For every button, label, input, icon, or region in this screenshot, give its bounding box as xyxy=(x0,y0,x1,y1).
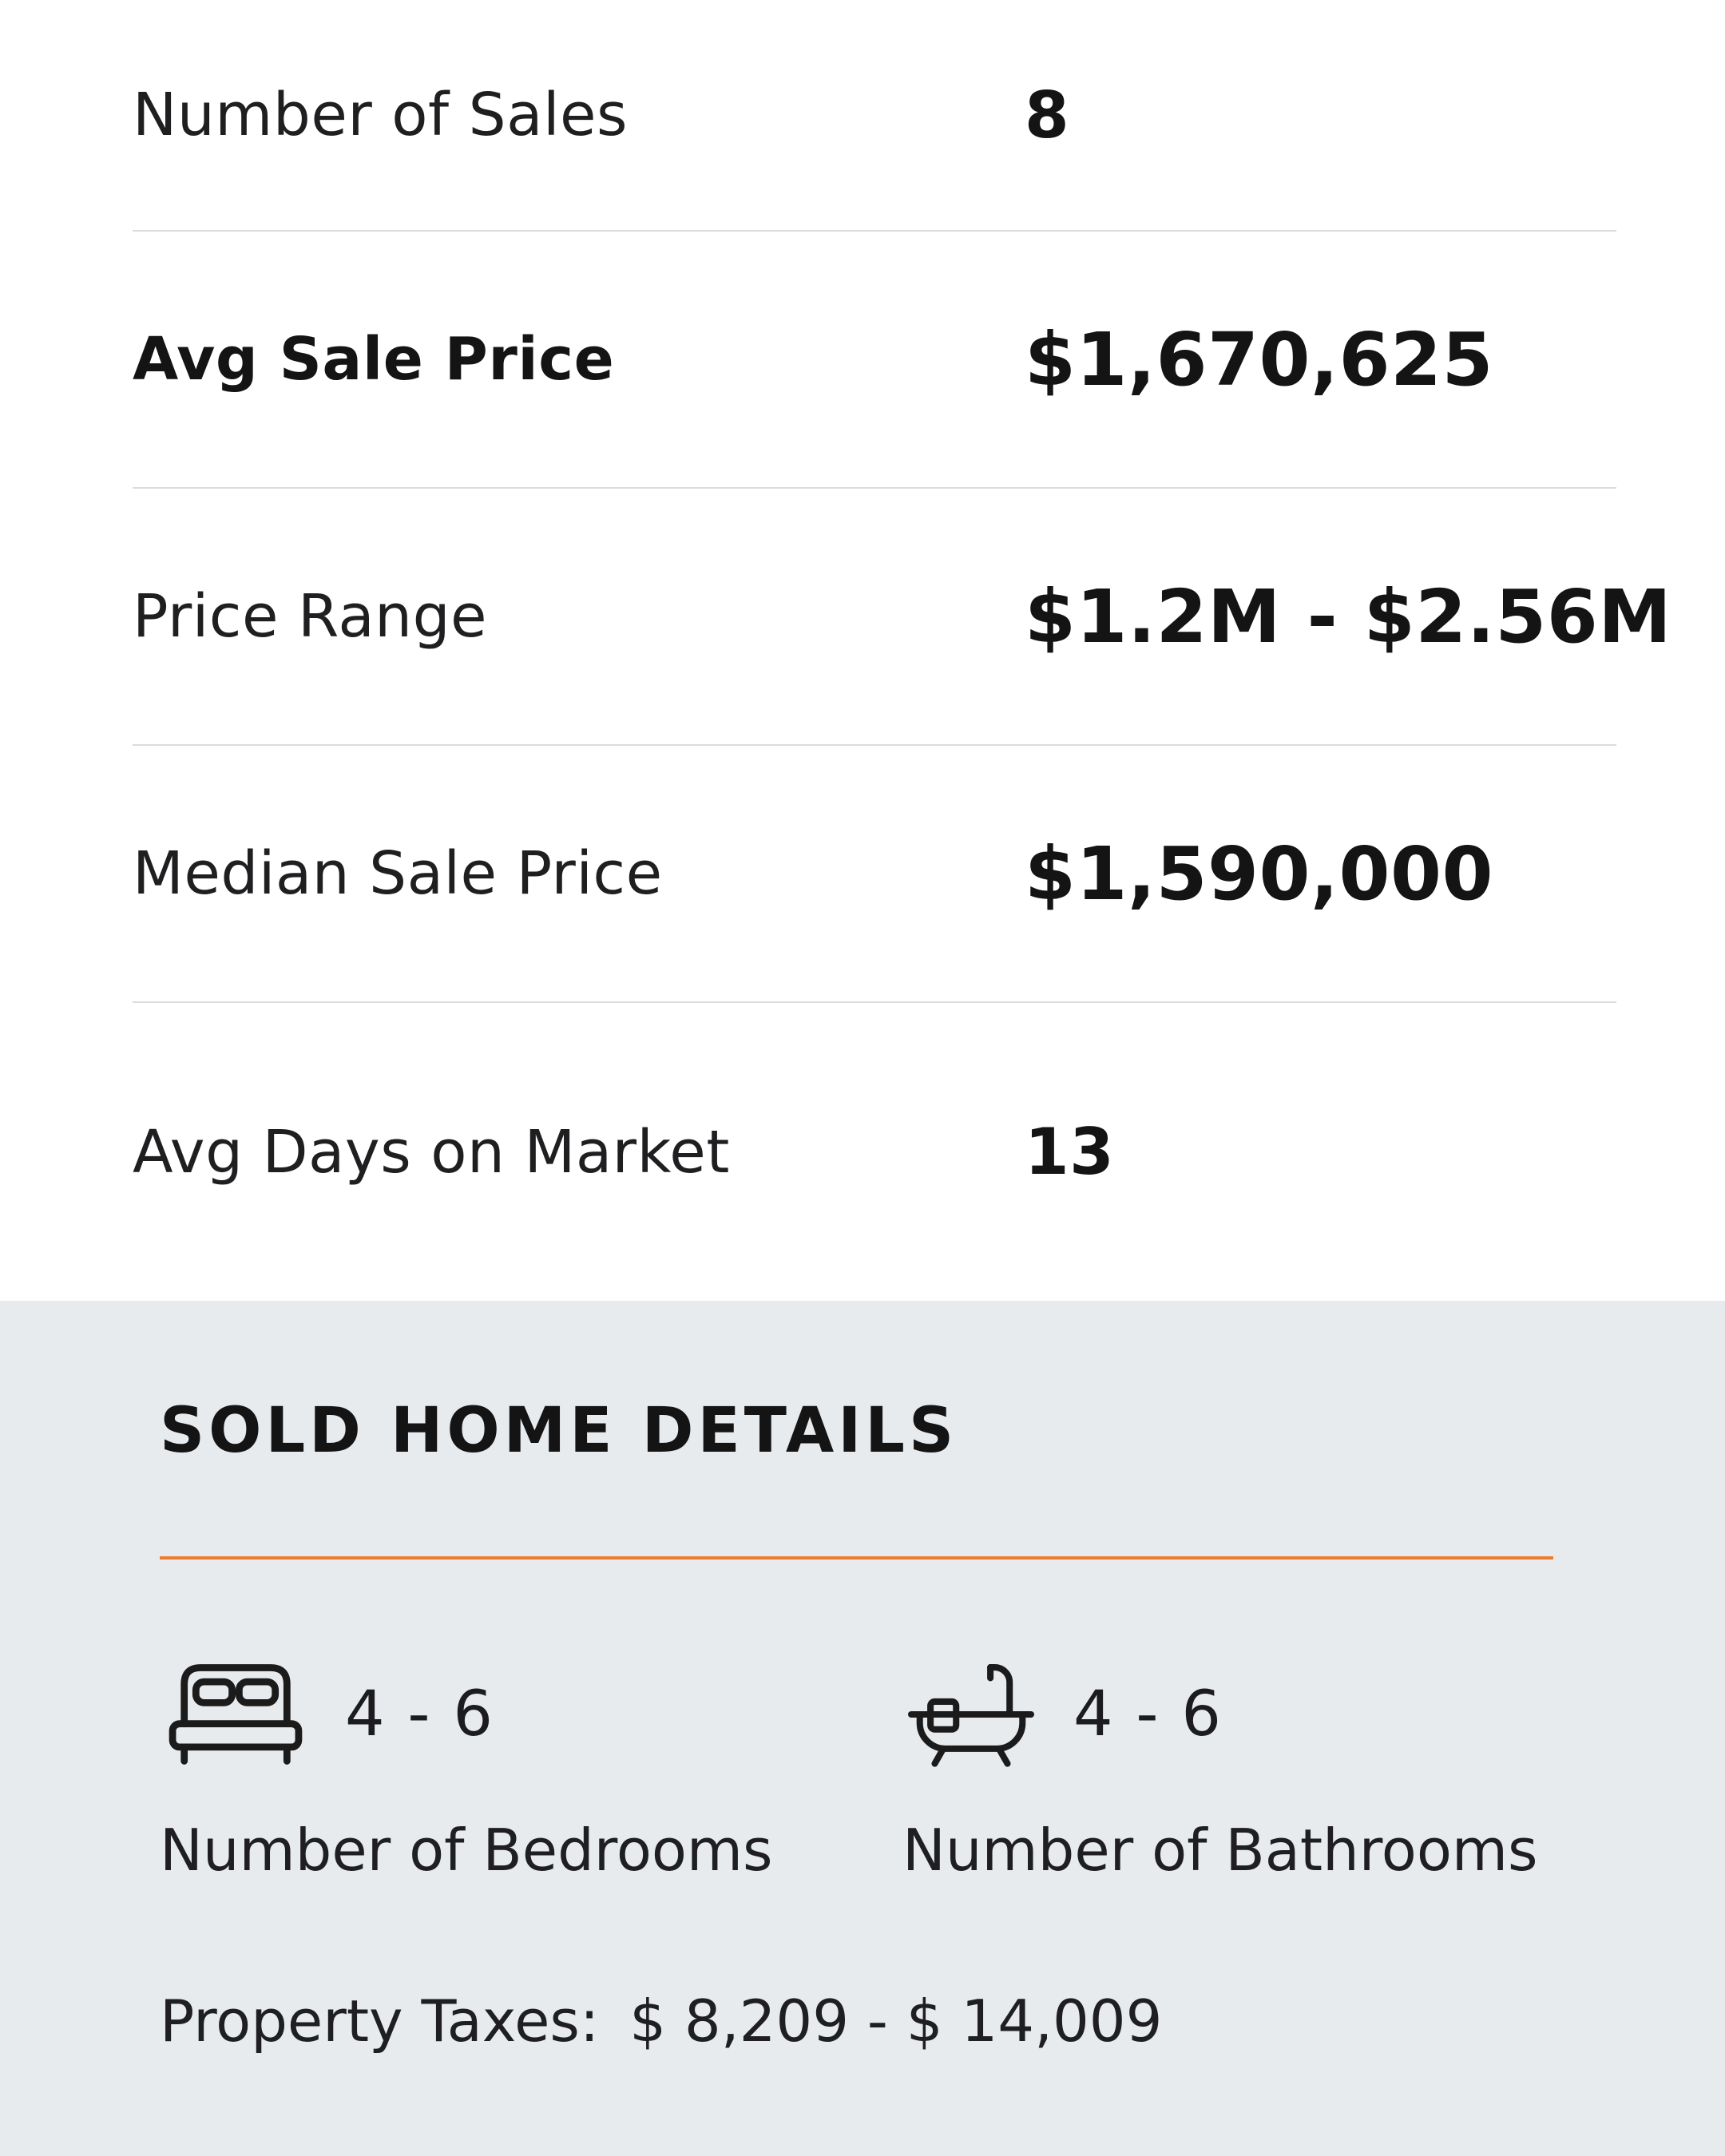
bathrooms-label: Number of Bathrooms xyxy=(902,1817,1538,1884)
stat-row-number-of-sales: Number of Sales 8 xyxy=(133,0,1616,232)
section-title: SOLD HOME DETAILS xyxy=(160,1395,958,1467)
property-taxes: Property Taxes: $ 8,209 - $ 14,009 xyxy=(160,1988,1597,2055)
bedrooms-label: Number of Bedrooms xyxy=(160,1817,773,1884)
stat-row-median-sale-price: Median Sale Price $1,590,000 xyxy=(133,746,1616,1003)
stat-label-price-range: Price Range xyxy=(133,582,488,651)
accent-divider xyxy=(160,1556,1553,1560)
bed-icon xyxy=(160,1654,311,1775)
bedrooms-stat-top: 4 - 6 xyxy=(160,1654,902,1775)
stat-value-number-of-sales: 8 xyxy=(1025,77,1070,153)
bathtub-icon xyxy=(902,1655,1040,1774)
property-taxes-value: $ 8,209 - $ 14,009 xyxy=(629,1988,1163,2055)
stat-value-median-sale-price: $1,590,000 xyxy=(1025,830,1494,917)
bedrooms-value: 4 - 6 xyxy=(345,1678,494,1750)
property-taxes-label: Property Taxes: xyxy=(160,1988,600,2055)
stat-value-price-range: $1.2M - $2.56M xyxy=(1025,573,1672,660)
market-stats-list: Number of Sales 8 Avg Sale Price $1,670,… xyxy=(133,0,1671,1301)
stat-value-avg-days-on-market: 13 xyxy=(1025,1115,1115,1189)
stat-label-avg-sale-price: Avg Sale Price xyxy=(133,325,615,394)
stat-label-median-sale-price: Median Sale Price xyxy=(133,839,663,908)
bathrooms-value: 4 - 6 xyxy=(1073,1678,1223,1750)
stat-label-number-of-sales: Number of Sales xyxy=(133,81,629,149)
stat-row-avg-days-on-market: Avg Days on Market 13 xyxy=(133,1003,1616,1301)
bathrooms-stat: 4 - 6 Number of Bathrooms xyxy=(902,1654,1538,1884)
sold-home-details-section: SOLD HOME DETAILS 4 - 6 xyxy=(0,1301,1725,2156)
bathrooms-stat-top: 4 - 6 xyxy=(902,1654,1538,1775)
stat-value-avg-sale-price: $1,670,625 xyxy=(1025,316,1494,402)
amenities-row: 4 - 6 Number of Bedrooms xyxy=(160,1654,1597,1884)
bedrooms-stat: 4 - 6 Number of Bedrooms xyxy=(160,1654,902,1884)
stat-row-price-range: Price Range $1.2M - $2.56M xyxy=(133,489,1671,746)
stat-row-avg-sale-price: Avg Sale Price $1,670,625 xyxy=(133,232,1616,489)
stat-label-avg-days-on-market: Avg Days on Market xyxy=(133,1117,730,1187)
